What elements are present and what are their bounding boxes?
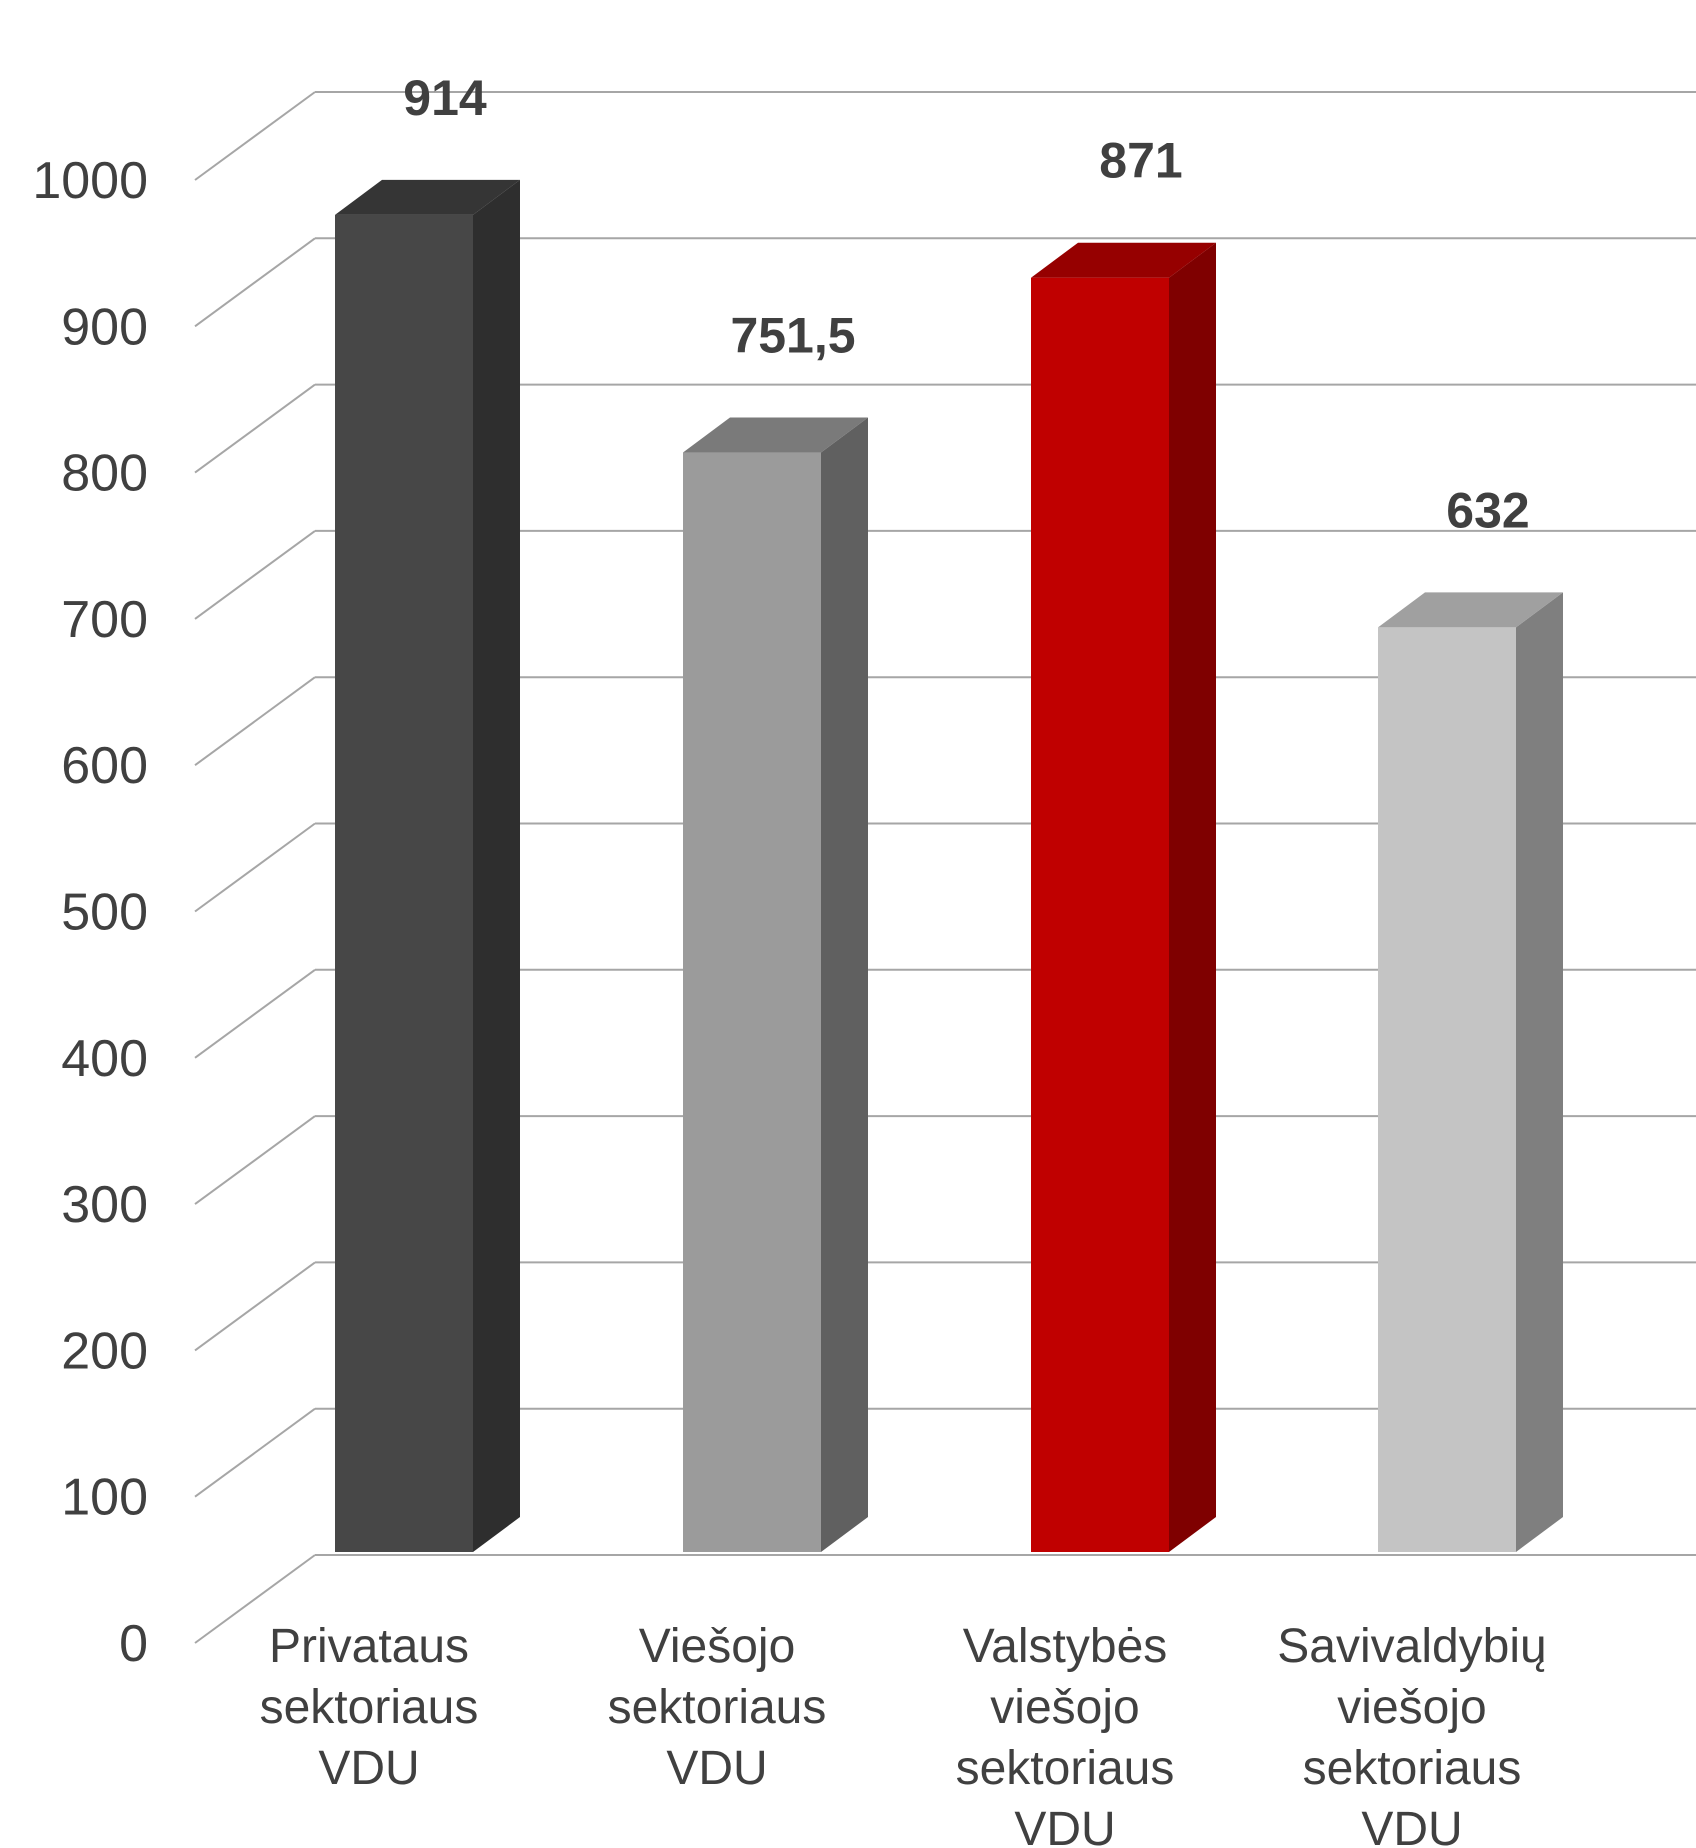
y-axis-ticks: 0 100 200 300 400 500 600 700 800 900 1000 [32,152,148,1673]
bar-top [683,417,868,453]
bar-side [1516,592,1563,1552]
bar [1378,592,1563,1552]
category-label: Privataus sektoriaus VDU [260,1620,479,1795]
category-label-line: Savivaldybių [1277,1620,1546,1673]
y-tick-label: 400 [61,1030,148,1088]
bar [683,417,868,1552]
category-label: Savivaldybių viešojo sektoriaus VDU [1277,1620,1546,1848]
category-label: Viešojo sektoriaus VDU [608,1620,827,1795]
gridline-diagonal [194,237,316,328]
bar-front [335,214,473,1552]
gridline-diagonal [194,383,316,474]
y-tick-label: 100 [61,1469,148,1527]
y-tick-label: 800 [61,445,148,503]
category-label-line: sektoriaus [956,1742,1175,1795]
category-label-line: VDU [1361,1803,1462,1848]
bar-front [1378,627,1516,1552]
y-tick-label: 900 [61,298,148,356]
gridline-diagonal [194,1407,316,1498]
data-label: 751,5 [730,308,855,364]
y-tick-label: 600 [61,737,148,795]
category-label-line: Privataus [269,1620,469,1673]
bar-top [335,179,520,215]
data-label: 871 [1099,133,1182,189]
category-label-line: VDU [318,1742,419,1795]
y-tick-label: 500 [61,884,148,942]
bar-side [821,417,868,1552]
category-label: Valstybės viešojo sektoriaus VDU [956,1620,1175,1848]
gridline-diagonal [194,968,316,1059]
bar-side [1169,242,1216,1552]
data-label: 914 [403,70,487,126]
category-label-line: VDU [666,1742,767,1795]
bar [335,179,520,1552]
category-label-line: VDU [1014,1803,1115,1848]
gridline-diagonal [194,1115,316,1205]
category-label-line: viešojo [990,1681,1139,1734]
y-tick-label: 300 [61,1176,148,1234]
gridline-diagonal [194,91,316,181]
y-tick-label: 0 [119,1615,148,1673]
bars [335,179,1563,1552]
category-label-line: viešojo [1337,1681,1486,1734]
y-tick-label: 200 [61,1322,148,1380]
gridline-diagonal [194,822,316,913]
category-label-line: Viešojo [639,1620,796,1673]
bar-front [683,452,821,1552]
bar-top [1031,242,1216,278]
data-label: 632 [1446,482,1529,538]
category-label-line: sektoriaus [608,1681,827,1734]
category-label-line: Valstybės [963,1620,1168,1673]
y-tick-label: 700 [61,591,148,649]
category-label-line: sektoriaus [1303,1742,1522,1795]
data-labels: 914 751,5 871 632 [403,70,1529,539]
gridline-diagonal [194,676,316,767]
y-tick-label: 1000 [32,152,148,210]
bar [1031,242,1216,1552]
gridline-diagonal [194,1554,316,1644]
gridline-diagonal [194,1261,316,1352]
bar-front [1031,277,1169,1552]
category-label-line: sektoriaus [260,1681,479,1734]
bar-top [1378,592,1563,628]
gridline-diagonal [194,530,316,620]
bar-side [473,179,520,1552]
